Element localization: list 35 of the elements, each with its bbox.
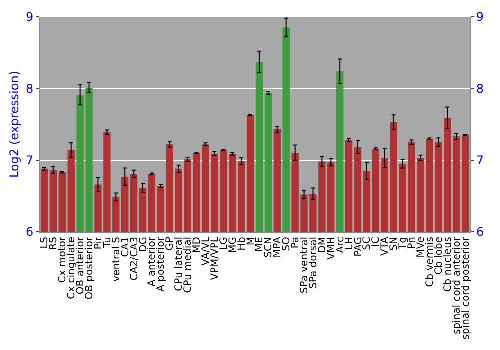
y-tick-label: 6 <box>26 225 34 240</box>
x-tick-label: Tu <box>102 237 114 249</box>
x-tick-label: ventral S <box>111 237 122 282</box>
x-tick-label: Tg <box>398 237 410 250</box>
y2-tick-label: 9 <box>476 10 484 24</box>
x-tick-label: LH <box>344 237 356 250</box>
x-tick-label: OB posterior <box>84 236 96 300</box>
y-tick-label: 7 <box>26 154 34 168</box>
x-tick-label: DG <box>138 237 150 252</box>
x-tick-label: Arc <box>335 237 346 254</box>
y2-tick-label: 8 <box>476 82 484 96</box>
x-tick-label: DM <box>317 237 328 254</box>
y-tick-label: 9 <box>26 10 34 24</box>
x-tick-label: Cb nucleus <box>442 237 454 292</box>
x-tick-label: VPM/VPL <box>210 236 221 280</box>
x-tick-label: spinal cord posterior <box>460 236 472 340</box>
y2-tick-label: 6 <box>476 225 484 240</box>
x-tick-label: LG <box>218 237 230 250</box>
y-tick-label: 8 <box>26 82 34 96</box>
x-tick-label: GP <box>165 237 176 251</box>
x-tick-label: CA1 <box>120 237 132 258</box>
x-tick-label: MVe <box>416 237 427 258</box>
x-tick-label: Cb lobe <box>434 237 445 275</box>
x-tick-label: VA/VL <box>200 236 212 266</box>
y-axis-title: Log2 (expression) <box>7 71 22 178</box>
x-tick-label: A posterior <box>156 236 168 292</box>
x-tick-label: Hb <box>236 237 248 251</box>
x-tick-label: spinal cord anterior <box>452 236 463 334</box>
x-tick-label: SPa dorsal <box>308 237 320 289</box>
x-tick-label: Pir <box>93 236 104 250</box>
y2-tick-label: 7 <box>476 154 484 168</box>
x-tick-label: CA2/CA3 <box>129 237 140 281</box>
x-tick-label: RS <box>48 237 60 250</box>
x-tick-label: Pa <box>290 237 302 249</box>
x-tick-label: VMH <box>326 237 338 260</box>
